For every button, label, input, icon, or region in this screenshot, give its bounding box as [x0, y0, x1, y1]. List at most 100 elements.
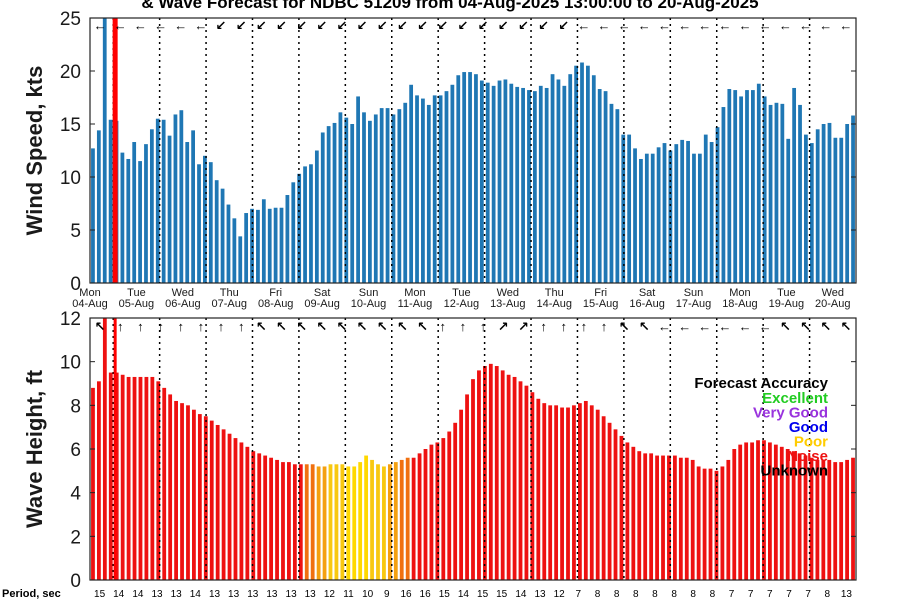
period-value: 8 — [614, 589, 620, 600]
wave-direction-arrow: ↖ — [800, 319, 811, 334]
wind-direction-arrow: ↙ — [236, 18, 247, 33]
wind-direction-arrow: ↙ — [276, 18, 287, 33]
wave-direction-arrow: ↖ — [840, 319, 851, 334]
wave-direction-arrow: ← — [759, 319, 772, 334]
wave-direction-arrow: ↖ — [619, 319, 630, 334]
period-value: 7 — [786, 589, 792, 600]
wind-direction-arrow: ← — [638, 18, 651, 33]
wave-bar — [625, 442, 630, 580]
wind-bar — [804, 134, 808, 283]
wave-bar — [197, 414, 202, 580]
wave-bar — [126, 376, 131, 580]
wave-bar — [833, 462, 838, 580]
wind-bar — [515, 86, 520, 284]
period-value: 16 — [400, 589, 412, 600]
wind-bar — [774, 102, 779, 283]
wave-bar — [352, 466, 357, 580]
wave-direction-arrow: ↑ — [177, 319, 184, 334]
wave-bar — [382, 466, 386, 580]
wave-direction-arrow: ← — [658, 319, 671, 334]
wind-bar — [538, 85, 543, 283]
wind-bar — [739, 96, 743, 283]
wave-bar — [583, 400, 588, 580]
wave-bar — [328, 464, 333, 580]
wave-bar — [619, 435, 624, 580]
date-label: 19-Aug — [769, 298, 804, 310]
wind-direction-arrow: ↙ — [417, 18, 428, 33]
wind-bar — [279, 207, 284, 283]
wind-direction-arrow: ← — [739, 18, 752, 33]
wave-direction-arrow: ↑ — [137, 319, 144, 334]
wind-direction-arrow: ← — [839, 18, 852, 33]
wave-direction-arrow: ↖ — [296, 319, 307, 334]
wave-ytick-label: 0 — [70, 571, 81, 592]
wind-bar — [303, 166, 307, 283]
wind-bar — [421, 98, 425, 283]
wind-direction-arrow: ← — [678, 18, 691, 33]
wind-bar — [373, 114, 378, 284]
period-value: 7 — [767, 589, 773, 600]
period-value: 14 — [458, 589, 470, 600]
wave-direction-arrow: ↑ — [218, 319, 225, 334]
wave-bar — [762, 440, 766, 580]
legend-item-excellent: Excellent — [762, 390, 828, 407]
date-label: 14-Aug — [537, 298, 572, 310]
wind-ytick-label: 5 — [70, 221, 81, 242]
wind-bar — [627, 134, 632, 283]
wave-bar — [227, 433, 232, 580]
wave-bar — [488, 363, 493, 580]
wave-bar — [512, 376, 517, 580]
wave-bar — [405, 457, 410, 580]
wave-bar — [471, 379, 475, 580]
period-value: 13 — [151, 589, 163, 600]
day-label: Fri — [594, 287, 607, 299]
wave-bar — [292, 464, 297, 580]
wind-bar — [426, 104, 431, 283]
wave-bar — [785, 449, 790, 580]
wave-bar — [566, 407, 570, 580]
wave-bar — [845, 459, 849, 580]
wind-bar — [703, 134, 708, 283]
wind-bar — [503, 79, 508, 283]
wind-bar — [550, 74, 555, 284]
wind-direction-arrow: ← — [719, 18, 732, 33]
wind-ytick-label: 0 — [70, 274, 81, 295]
wind-bar — [456, 75, 461, 284]
wind-bar — [179, 110, 184, 283]
wave-bar — [298, 464, 303, 580]
wave-bar — [423, 449, 428, 580]
wind-bar — [474, 74, 478, 284]
wind-bar — [144, 144, 148, 283]
wind-bar — [185, 142, 190, 283]
legend-item-noise: Noise — [787, 448, 828, 465]
wave-bar — [429, 444, 434, 580]
wind-bar — [149, 129, 154, 283]
wind-bar — [102, 18, 107, 283]
wind-bar — [409, 84, 414, 283]
wind-direction-arrow: ← — [819, 18, 832, 33]
wind-bar — [203, 155, 207, 283]
wind-bar — [91, 148, 95, 283]
wind-bar — [214, 180, 219, 283]
wave-bar — [613, 429, 618, 580]
wind-bar — [721, 107, 726, 283]
wave-direction-arrow: ↖ — [397, 319, 408, 334]
wave-bar — [524, 385, 529, 580]
date-label: 08-Aug — [258, 298, 293, 310]
period-value: 13 — [247, 589, 259, 600]
period-value: 13 — [228, 589, 240, 600]
date-label: 13-Aug — [490, 298, 525, 310]
wind-bar — [391, 114, 396, 284]
wave-bar — [678, 457, 683, 580]
wave-bar — [376, 464, 380, 580]
wave-direction-arrow: ← — [698, 319, 711, 334]
wind-bar — [821, 124, 826, 283]
wave-bar — [661, 455, 665, 580]
wind-bar — [662, 143, 667, 283]
wave-bar — [453, 422, 458, 580]
wind-bar — [385, 108, 390, 283]
period-value: 14 — [113, 589, 125, 600]
wave-bar — [269, 457, 274, 580]
wave-ylabel: Wave Height, ft — [22, 369, 47, 528]
wave-ytick-label: 10 — [60, 353, 81, 374]
